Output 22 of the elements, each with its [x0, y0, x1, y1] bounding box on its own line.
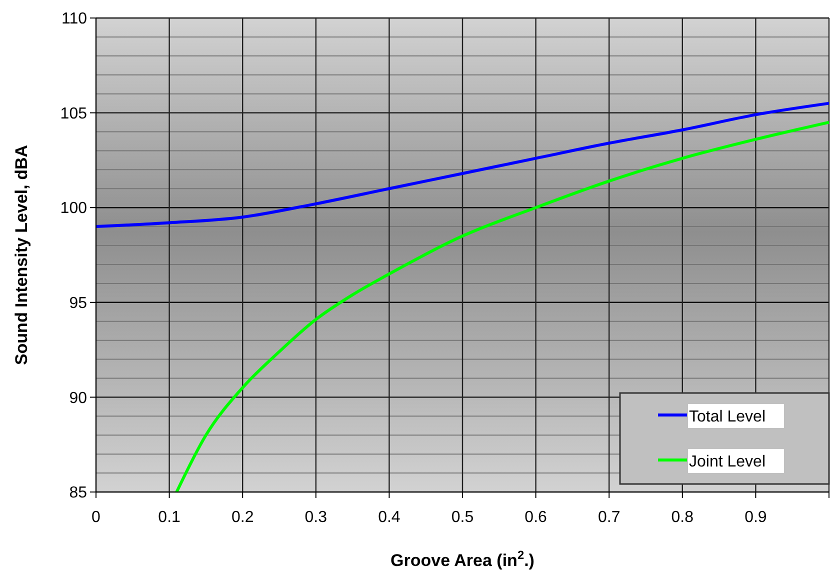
- x-tick-label: 0.1: [158, 509, 181, 526]
- x-tick-label: 0.4: [378, 509, 400, 526]
- x-tick-label: 0.5: [451, 509, 474, 526]
- x-tick-label: 0.6: [524, 509, 548, 526]
- legend-label: Total Level: [689, 408, 766, 426]
- x-tick-label: 0.3: [304, 509, 328, 526]
- y-tick-label: 90: [69, 390, 88, 407]
- x-tick-label: 0: [92, 509, 101, 526]
- y-axis-title: Sound Intensity Level, dBA: [12, 144, 31, 366]
- x-axis-title: Groove Area (in$^{2}$.): [390, 548, 534, 570]
- line-series: [94, 102, 830, 228]
- y-tick-label: 100: [60, 200, 88, 218]
- y-tick-label: 110: [61, 10, 88, 28]
- x-tick-label: 0.8: [671, 509, 694, 526]
- x-tick-label: 0.9: [744, 509, 767, 526]
- x-tick-label: 0.2: [231, 509, 254, 526]
- x-tick-label: 0.7: [598, 509, 620, 526]
- legend-label: Joint Level: [689, 454, 766, 471]
- y-tick-label: 85: [69, 484, 88, 502]
- y-tick-label: 105: [60, 105, 88, 122]
- line-series: [175, 120, 830, 494]
- y-tick-label: 95: [69, 295, 88, 312]
